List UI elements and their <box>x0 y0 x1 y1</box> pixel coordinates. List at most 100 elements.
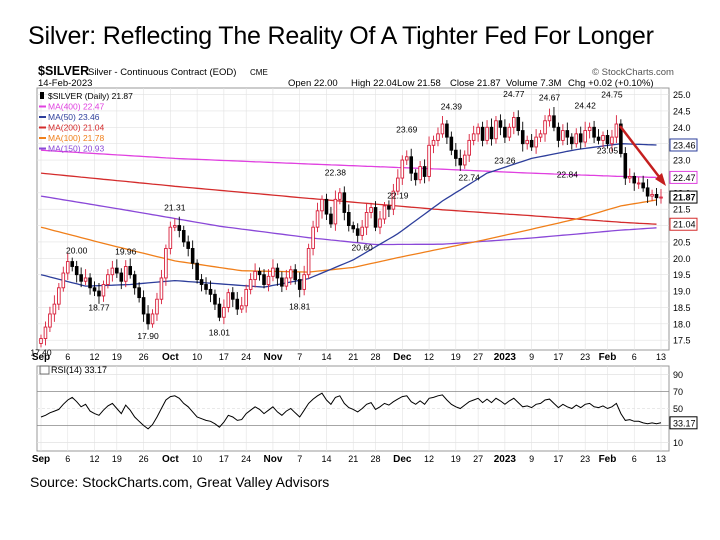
silver-chart: $SILVER Silver - Continuous Contract (EO… <box>30 64 698 465</box>
candle-body <box>507 126 512 138</box>
candle-body <box>556 126 561 141</box>
candle-body <box>244 288 248 307</box>
candle-body <box>605 135 610 145</box>
rsi-x-tick-label: 6 <box>632 454 637 464</box>
price-annotation: 23.05 <box>597 145 619 155</box>
rsi-x-tick-label: 24 <box>241 454 251 464</box>
candle-body <box>458 157 463 166</box>
candle-body <box>43 326 48 339</box>
candle-body <box>627 175 632 179</box>
candle-body <box>396 177 400 192</box>
candle-body <box>320 198 324 212</box>
candle-body <box>400 159 405 179</box>
x-tick-label: 28 <box>371 352 381 362</box>
candle-body <box>288 269 293 279</box>
candle-body <box>636 182 641 185</box>
trend-arrow <box>619 125 661 179</box>
candle-body <box>431 139 436 146</box>
rsi-series-line <box>40 392 662 430</box>
candle-body <box>413 172 418 181</box>
candle-body <box>422 166 427 177</box>
rsi-x-tick-label: 21 <box>348 454 358 464</box>
y-tick-label: 17.5 <box>673 336 691 346</box>
x-tick-label: 2023 <box>494 352 517 363</box>
candle-body <box>449 136 454 151</box>
candle-body <box>275 267 280 279</box>
candle-body <box>204 284 208 290</box>
rsi-label: RSI(14) 33.17 <box>51 365 107 375</box>
price-annotation: 18.77 <box>88 303 110 313</box>
price-tag-label: 22.47 <box>673 173 696 183</box>
candle-body <box>592 126 596 138</box>
x-tick-label: 14 <box>321 352 331 362</box>
x-tick-label: 6 <box>65 352 70 362</box>
rsi-x-tick-label: 12 <box>90 454 100 464</box>
ma400-line <box>40 149 657 179</box>
candle-body <box>570 136 574 145</box>
price-annotation: 24.75 <box>601 90 623 100</box>
candle-body <box>293 269 298 281</box>
candle-body <box>462 154 467 166</box>
price-annotation: 23.69 <box>396 124 418 134</box>
x-tick-label: 27 <box>473 352 483 362</box>
candle-body <box>494 120 498 140</box>
candle-body <box>409 156 414 174</box>
y-tick-label: 18.5 <box>673 303 691 313</box>
x-tick-label: Oct <box>162 352 179 363</box>
rsi-x-tick-label: 14 <box>321 454 331 464</box>
price-annotation: 17.40 <box>30 347 52 357</box>
high-value: High 22.04 <box>351 78 397 89</box>
candle-body <box>489 126 494 140</box>
candle-body <box>614 123 619 138</box>
candle-body <box>543 120 547 135</box>
price-annotation: 20.60 <box>352 243 374 253</box>
candle-body <box>346 211 351 226</box>
rsi-value-label: 33.17 <box>673 418 696 428</box>
price-annotation: 22.74 <box>459 173 481 183</box>
rsi-x-tick-label: Oct <box>162 454 179 465</box>
y-tick-label: 20.5 <box>673 237 691 247</box>
candle-body <box>587 126 592 132</box>
x-tick-label: 19 <box>112 352 122 362</box>
candle-body <box>235 298 240 310</box>
candle-body <box>333 198 338 225</box>
x-tick-label: 9 <box>529 352 534 362</box>
candle-body <box>190 248 195 264</box>
x-tick-label: Feb <box>599 352 617 363</box>
legend-label: MA(100) 21.78 <box>48 133 104 143</box>
price-tag-box <box>669 217 698 231</box>
candle-body <box>39 338 43 344</box>
candle-body <box>146 313 150 325</box>
candle-body <box>57 287 61 305</box>
rsi-x-tick-label: 12 <box>424 454 434 464</box>
candle-body <box>342 192 347 213</box>
rsi-x-tick-label: 13 <box>656 454 666 464</box>
candle-body <box>378 218 382 228</box>
candle-body <box>119 272 124 282</box>
candle-body <box>338 192 342 200</box>
candle-body <box>619 123 623 154</box>
candle-body <box>199 279 204 285</box>
candle-body <box>141 297 146 315</box>
x-tick-label: Sep <box>32 352 50 363</box>
low-value: Low 21.58 <box>397 78 441 89</box>
candle-body <box>601 135 605 141</box>
candle-body <box>88 277 92 289</box>
x-tick-label: 12 <box>90 352 100 362</box>
candle-body <box>70 261 75 267</box>
candle-body <box>387 205 391 210</box>
rsi-x-tick-label: 6 <box>65 454 70 464</box>
x-tick-label: 6 <box>632 352 637 362</box>
price-annotation: 24.77 <box>503 89 525 99</box>
legend-label: MA(50) 23.46 <box>48 112 100 122</box>
x-tick-label: 21 <box>348 352 358 362</box>
ma200-line <box>40 172 657 225</box>
y-tick-label: 18.0 <box>673 319 691 329</box>
candle-body <box>480 126 485 141</box>
candle-body <box>583 130 587 143</box>
price-annotation: 24.39 <box>441 102 463 112</box>
candle-body <box>427 144 431 177</box>
y-tick-label: 24.0 <box>673 123 691 133</box>
candle-body <box>373 207 378 228</box>
candle-body <box>92 287 97 292</box>
